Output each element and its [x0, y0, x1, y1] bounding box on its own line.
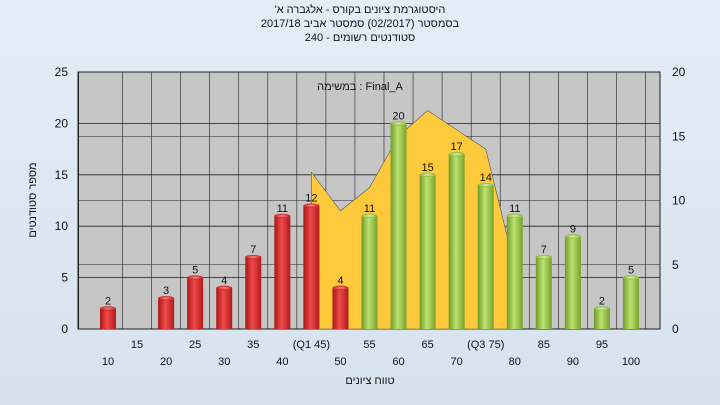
x-tick-label-lower: 50 — [334, 356, 346, 368]
x-tick-label-upper: 55 — [363, 339, 375, 351]
y2-tick-label: 0 — [672, 322, 679, 336]
bar-value-label: 12 — [305, 193, 317, 205]
bar-cap — [390, 121, 407, 126]
bar-cap — [448, 152, 465, 157]
bar — [332, 287, 349, 329]
y-tick-label: 0 — [61, 322, 68, 336]
chart-title-line-3: סטודנטים רשומים - 240 — [304, 32, 416, 44]
bar-value-label: 17 — [451, 141, 463, 153]
y-tick-label: 20 — [55, 116, 69, 130]
bar-value-label: 7 — [250, 244, 256, 256]
bar-value-label: 20 — [392, 110, 404, 122]
chart-annotation: במשימה : Final_A — [317, 81, 403, 93]
bar-cap — [187, 275, 204, 280]
y2-tick-label: 20 — [672, 65, 686, 79]
bar-value-label: 11 — [509, 203, 520, 215]
bar — [593, 308, 610, 329]
bar-cap — [564, 234, 581, 239]
bar — [390, 123, 407, 330]
bar-cap — [477, 182, 494, 188]
bar — [419, 174, 436, 329]
bar — [448, 154, 465, 329]
bar-cap — [623, 275, 639, 280]
x-tick-label-upper: 15 — [131, 339, 143, 351]
bar-cap — [535, 254, 552, 260]
bar-value-label: 5 — [192, 265, 198, 277]
bar — [564, 236, 581, 329]
bar-value-label: 15 — [421, 162, 433, 174]
bar-value-label: 4 — [221, 275, 227, 287]
bar-cap — [361, 213, 378, 219]
bar-cap — [419, 172, 436, 177]
bar-cap — [245, 254, 262, 260]
bar-cap — [506, 213, 523, 219]
bar — [623, 277, 639, 329]
bar-value-label: 2 — [599, 295, 605, 307]
bar — [216, 287, 233, 329]
x-tick-label-lower: 30 — [218, 356, 230, 368]
x-tick-label-lower: 10 — [102, 356, 114, 368]
bar-value-label: 3 — [163, 285, 169, 297]
bars: 2 3 5 4 7 11 12 4 11 20 15 17 14 11 7 9 2 5 — [100, 110, 639, 330]
bar-cap — [100, 306, 116, 311]
bar — [187, 277, 204, 329]
bar — [158, 298, 175, 329]
bar — [274, 215, 291, 329]
y2-tick-label: 10 — [672, 194, 686, 208]
y-tick-label: 10 — [55, 219, 69, 233]
bar-value-label: 4 — [337, 275, 343, 287]
bar — [100, 308, 116, 329]
bar — [477, 185, 494, 329]
x-tick-label-upper: 95 — [596, 339, 608, 351]
bar-cap — [593, 306, 610, 311]
bar-value-label: 11 — [277, 203, 288, 215]
bar-value-label: 11 — [364, 203, 375, 215]
bar — [506, 215, 523, 329]
x-tick-label-upper: 35 — [247, 339, 259, 351]
x-tick-label-upper: 65 — [421, 339, 433, 351]
y-axis-title: מספר סטודנטים — [27, 162, 39, 237]
x-tick-label-lower: 70 — [451, 356, 463, 368]
bar-cap — [274, 213, 291, 219]
x-tick-label-lower: 20 — [160, 356, 172, 368]
chart-title-line-2: בסמסטר (02/2017) סמסטר אביב 2017/18 — [260, 18, 460, 30]
x-tick-label-upper: 85 — [538, 339, 550, 351]
bar — [245, 257, 262, 329]
x-tick-label-lower: 80 — [509, 356, 521, 368]
bar — [535, 257, 552, 329]
bar-value-label: 7 — [541, 244, 547, 256]
x-tick-label-lower: 60 — [392, 356, 404, 368]
bar-cap — [216, 285, 233, 291]
x-tick-label-upper: (Q1 45) — [293, 339, 330, 351]
y-tick-label: 15 — [55, 168, 69, 182]
y-tick-label: 25 — [55, 65, 69, 79]
bar-cap — [303, 203, 320, 208]
x-tick-label-upper: 25 — [189, 339, 201, 351]
x-tick-label-lower: 90 — [567, 356, 579, 368]
x-tick-label-lower: 100 — [622, 356, 640, 368]
bar — [361, 215, 378, 329]
bar-value-label: 2 — [105, 295, 111, 307]
y2-tick-label: 15 — [672, 129, 686, 143]
x-tick-label-lower: 40 — [276, 356, 288, 368]
x-axis-title: טווח ציונים — [345, 375, 394, 387]
bar-cap — [158, 295, 175, 301]
chart-title-line-1: 'היסטוגרמת ציונים בקורס - אלגברה א — [274, 4, 446, 16]
bar-value-label: 9 — [570, 223, 576, 235]
bar-value-label: 14 — [480, 172, 492, 184]
x-tick-label-upper: (Q3 75) — [467, 339, 504, 351]
bar-cap — [332, 285, 349, 291]
bar — [303, 205, 320, 329]
bar-value-label: 5 — [628, 265, 634, 277]
y2-tick-label: 5 — [672, 258, 679, 272]
y-tick-label: 5 — [61, 271, 68, 285]
